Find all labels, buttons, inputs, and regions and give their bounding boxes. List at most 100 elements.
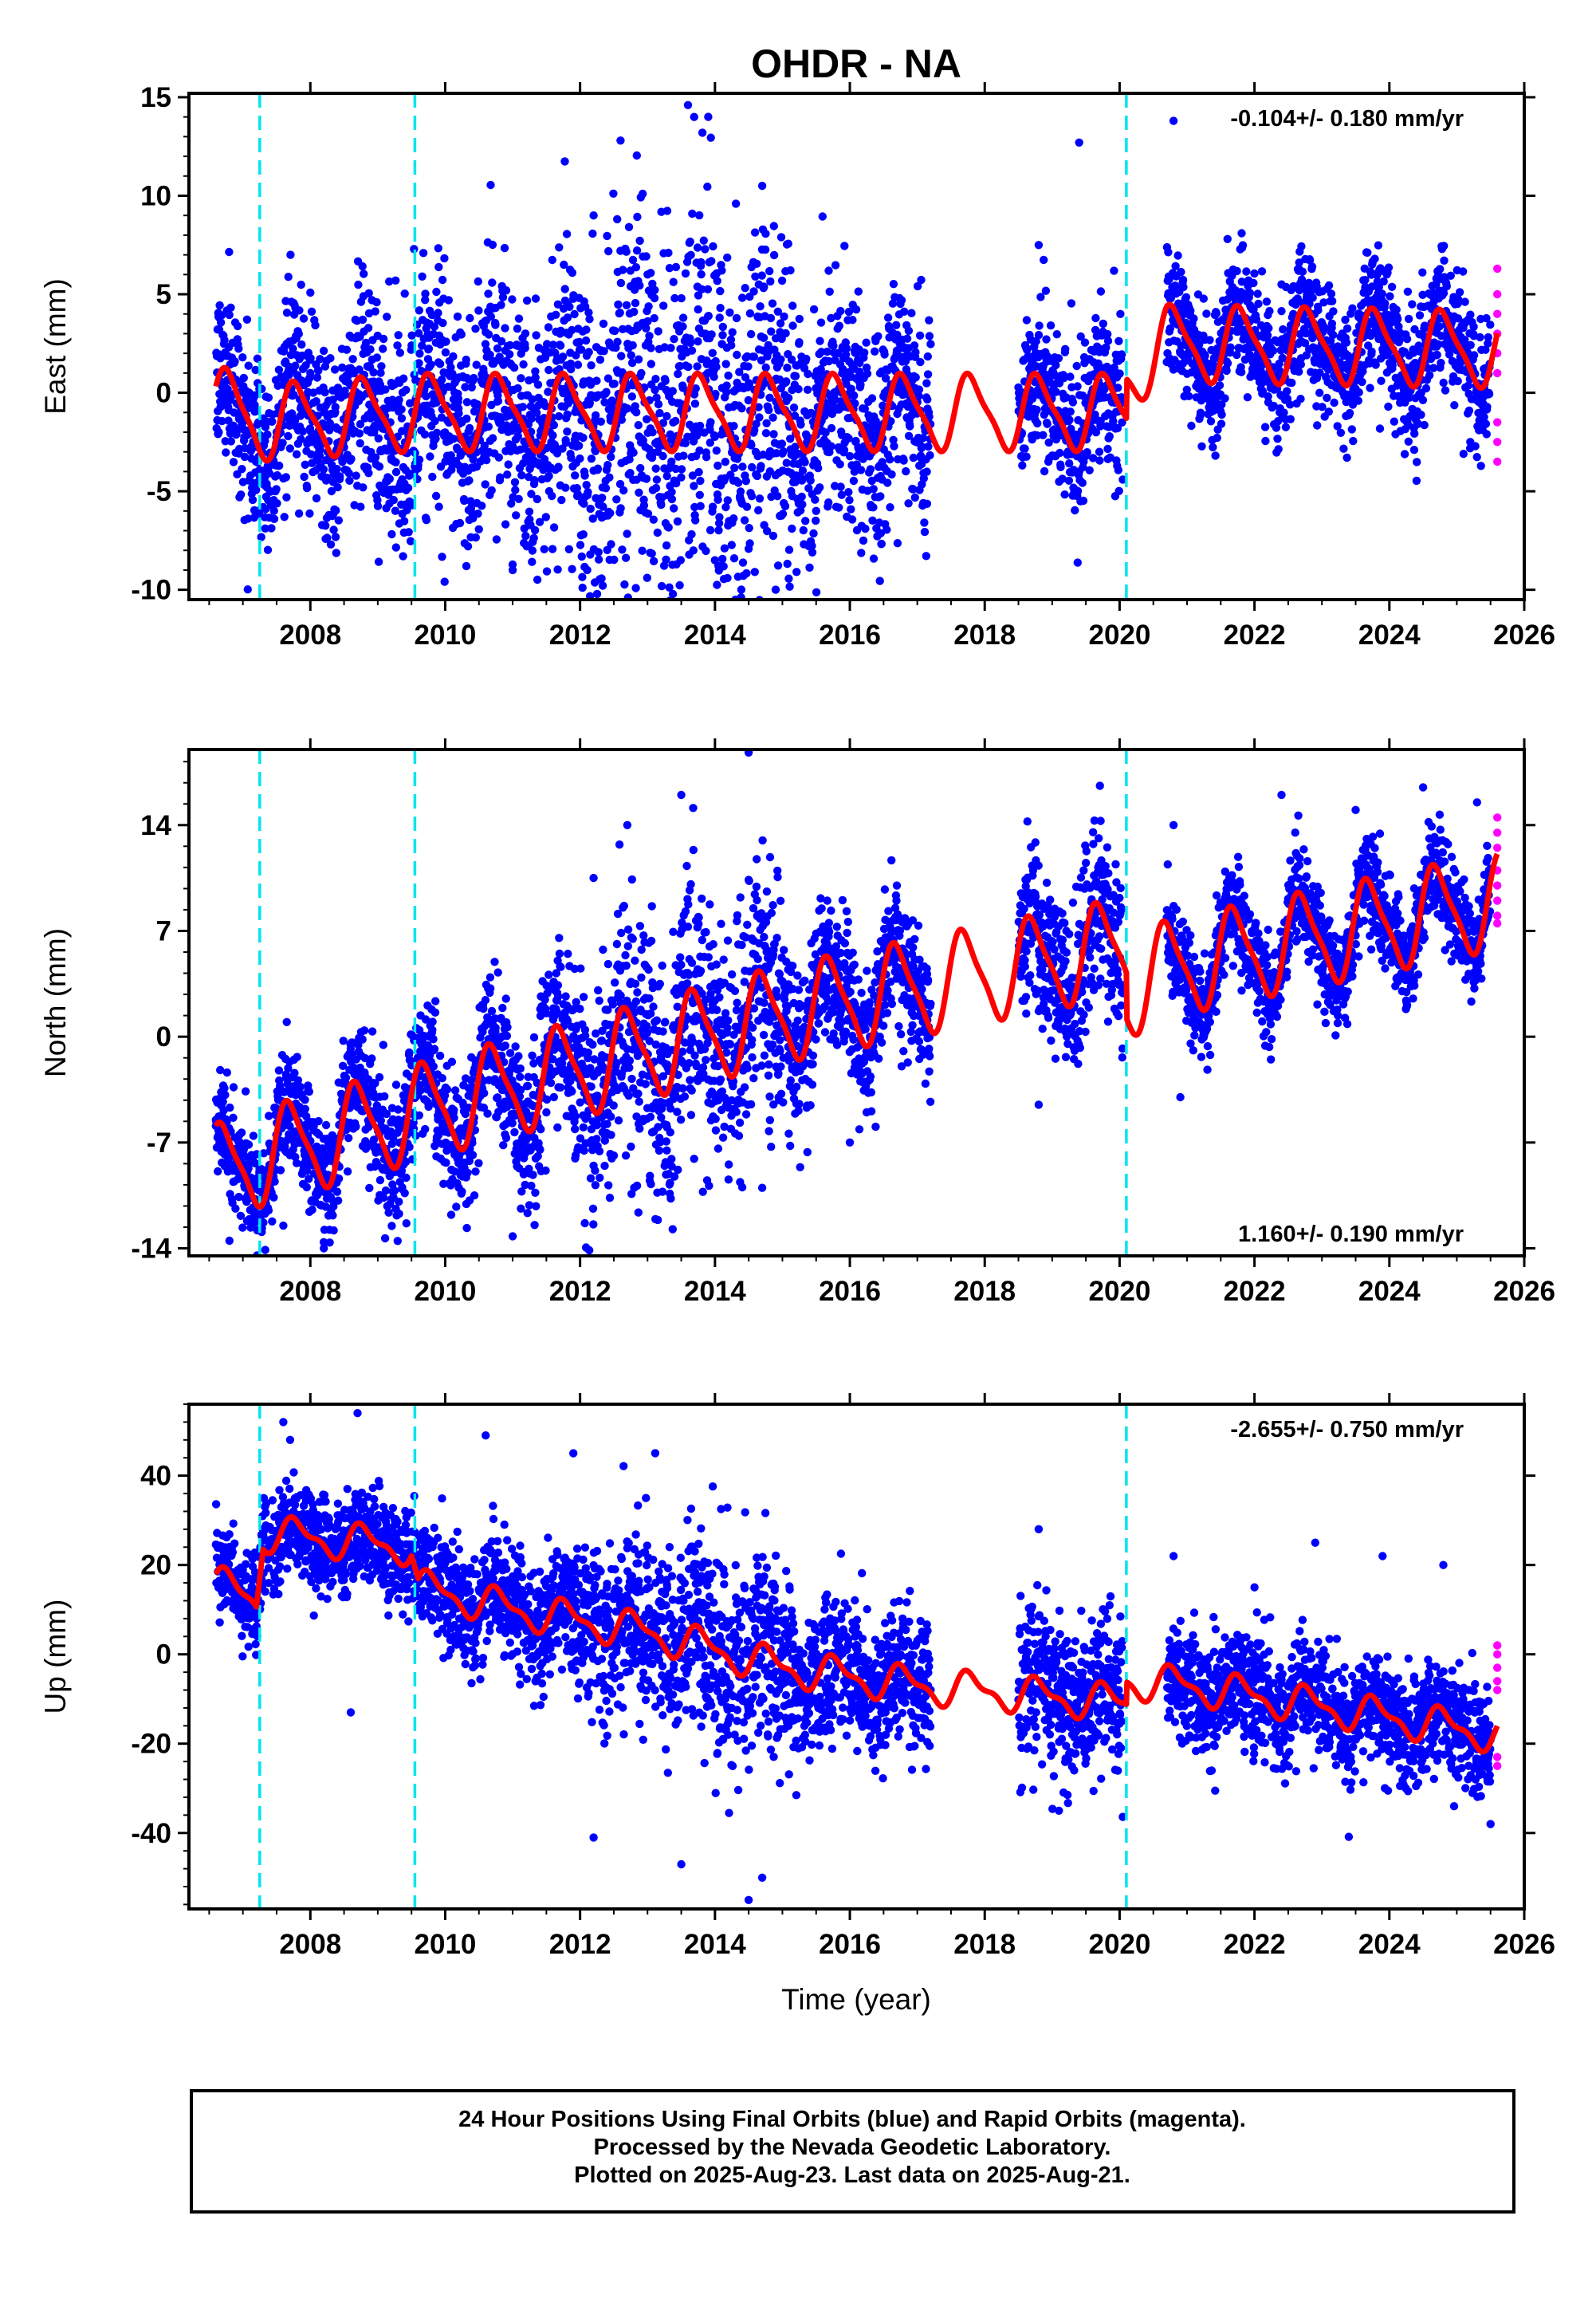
final-orbit-point [634, 421, 643, 430]
final-orbit-point [783, 559, 792, 569]
final-orbit-point [821, 428, 830, 437]
final-orbit-point [1197, 442, 1206, 451]
final-orbit-point [1436, 265, 1445, 274]
final-orbit-point [298, 427, 307, 436]
final-orbit-point [358, 315, 368, 325]
final-orbit-point [369, 368, 378, 377]
final-orbit-point [469, 455, 478, 464]
final-orbit-point [579, 433, 588, 443]
final-orbit-point [1114, 336, 1123, 345]
final-orbit-point [914, 385, 924, 394]
final-orbit-point [278, 439, 287, 447]
final-orbit-point [744, 362, 753, 371]
final-orbit-point [1179, 282, 1188, 292]
final-orbit-point [391, 458, 400, 466]
final-orbit-point [1096, 287, 1106, 296]
final-orbit-point [652, 393, 661, 402]
final-orbit-point [1185, 392, 1193, 400]
final-orbit-point [1472, 453, 1481, 462]
final-orbit-point [718, 331, 727, 340]
final-orbit-point [1464, 381, 1472, 390]
final-orbit-point [910, 341, 919, 350]
final-orbit-point [596, 417, 605, 426]
final-orbit-point [728, 328, 737, 336]
final-orbit-point [244, 1140, 254, 1149]
final-orbit-point [422, 516, 431, 525]
final-orbit-point [702, 453, 711, 462]
final-orbit-point [1469, 351, 1479, 360]
final-orbit-point [582, 325, 591, 334]
final-orbit-point [803, 385, 812, 394]
final-orbit-point [223, 384, 232, 394]
final-orbit-point [768, 299, 777, 308]
final-orbit-point [923, 352, 933, 361]
final-orbit-point [786, 266, 795, 275]
final-orbit-point [863, 369, 872, 378]
final-orbit-point [372, 297, 381, 307]
final-orbit-point [280, 1087, 289, 1096]
final-orbit-point [585, 592, 595, 600]
final-orbit-point [1237, 229, 1246, 238]
final-orbit-point [1296, 360, 1306, 369]
final-orbit-point [1085, 466, 1094, 474]
final-orbit-point [631, 402, 639, 411]
final-orbit-point [647, 549, 656, 558]
final-orbit-point [836, 482, 845, 491]
final-orbit-point [426, 452, 434, 461]
final-orbit-point [530, 525, 540, 535]
final-orbit-point [1342, 324, 1352, 333]
final-orbit-point [570, 309, 579, 319]
final-orbit-point [914, 392, 923, 400]
final-orbit-point [379, 344, 387, 353]
final-orbit-point [264, 393, 273, 402]
final-orbit-point [836, 306, 845, 316]
x-tick-label: 2022 [1224, 620, 1286, 651]
final-orbit-point [418, 272, 427, 281]
final-orbit-point [307, 307, 316, 316]
final-orbit-point [1237, 277, 1247, 286]
final-orbit-point [845, 451, 855, 461]
final-orbit-point [813, 463, 823, 473]
rapid-orbit-point [1493, 418, 1502, 427]
final-orbit-point [706, 525, 715, 535]
final-orbit-point [600, 398, 609, 407]
final-orbit-point [478, 502, 486, 510]
final-orbit-point [662, 541, 671, 550]
final-orbit-point [652, 475, 662, 484]
final-orbit-point [787, 355, 796, 364]
final-orbit-point [619, 266, 627, 274]
final-orbit-point [671, 262, 681, 272]
final-orbit-point [747, 492, 757, 501]
final-orbit-point [391, 506, 400, 515]
velocity-rate-label: -0.104+/- 0.180 mm/yr [1230, 106, 1464, 132]
final-orbit-point [1466, 310, 1475, 319]
final-orbit-point [393, 341, 402, 350]
final-orbit-point [1327, 319, 1337, 329]
final-orbit-point [264, 1206, 273, 1215]
final-orbit-point [560, 157, 569, 166]
final-orbit-point [554, 411, 564, 421]
final-orbit-point [509, 363, 519, 372]
final-orbit-point [548, 340, 558, 349]
final-orbit-point [926, 340, 935, 348]
final-orbit-point [1437, 358, 1445, 368]
final-orbit-point [875, 577, 884, 585]
final-orbit-point [847, 505, 855, 514]
final-orbit-point [300, 472, 309, 482]
final-orbit-point [713, 495, 722, 504]
final-orbit-point [1264, 324, 1273, 333]
final-orbit-point [395, 348, 404, 357]
final-orbit-point [631, 584, 640, 592]
final-orbit-point [607, 540, 615, 549]
final-orbit-point [723, 573, 732, 583]
final-orbit-point [651, 285, 659, 294]
final-orbit-point [776, 319, 785, 328]
final-orbit-point [440, 577, 449, 586]
final-orbit-point [355, 429, 364, 438]
final-orbit-point [767, 327, 776, 336]
final-orbit-point [620, 580, 629, 589]
final-orbit-point [783, 364, 792, 372]
final-orbit-point [812, 516, 820, 525]
x-tick-label: 2026 [1493, 620, 1555, 651]
final-orbit-point [850, 391, 859, 400]
